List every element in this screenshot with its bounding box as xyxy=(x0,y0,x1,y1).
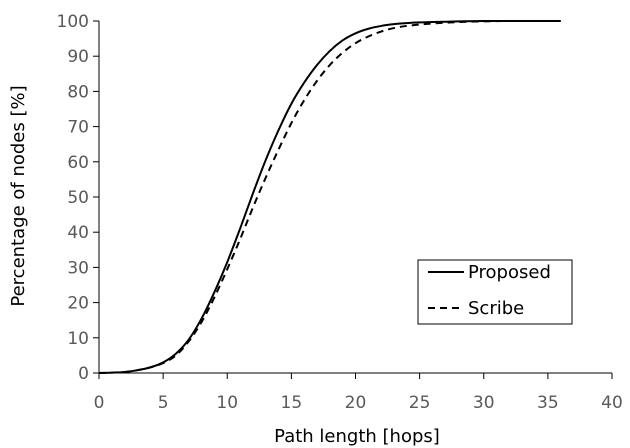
series-lines xyxy=(98,19,561,374)
y-tick-label: 70 xyxy=(67,118,89,138)
legend-label-proposed: Proposed xyxy=(468,262,551,283)
x-tick-label: 20 xyxy=(345,393,367,413)
x-tick-label: 0 xyxy=(94,393,105,413)
series-line-proposed xyxy=(98,19,561,374)
x-tick-label: 40 xyxy=(601,393,623,413)
y-tick-label: 100 xyxy=(57,12,89,32)
legend-label-scribe: Scribe xyxy=(468,298,524,319)
x-tick-label: 25 xyxy=(409,393,431,413)
x-tick-label: 30 xyxy=(473,393,495,413)
y-tick-label: 0 xyxy=(78,364,89,384)
series-line-scribe xyxy=(98,19,561,374)
y-tick-label: 80 xyxy=(67,82,89,102)
y-tick-label: 40 xyxy=(67,223,89,243)
y-axis-title: Percentage of nodes [%] xyxy=(8,85,29,306)
x-tick-label: 35 xyxy=(537,393,559,413)
y-tick-label: 90 xyxy=(67,47,89,67)
y-tick-label: 50 xyxy=(67,188,89,208)
x-axis-title: Path length [hops] xyxy=(274,426,440,447)
x-tick-labels: 0 5 10 15 20 25 30 35 40 xyxy=(94,393,623,413)
y-tick-label: 30 xyxy=(67,258,89,278)
y-tick-label: 60 xyxy=(67,153,89,173)
x-tick-label: 5 xyxy=(158,393,169,413)
axes xyxy=(93,20,613,379)
legend: Proposed Scribe xyxy=(417,259,573,325)
x-tick-label: 10 xyxy=(216,393,238,413)
y-tick-labels: 0 10 20 30 40 50 60 70 80 90 100 xyxy=(57,12,89,384)
y-tick-label: 10 xyxy=(67,329,89,349)
y-tick-label: 20 xyxy=(67,294,89,314)
legend-box xyxy=(417,259,573,325)
x-tick-label: 15 xyxy=(281,393,303,413)
